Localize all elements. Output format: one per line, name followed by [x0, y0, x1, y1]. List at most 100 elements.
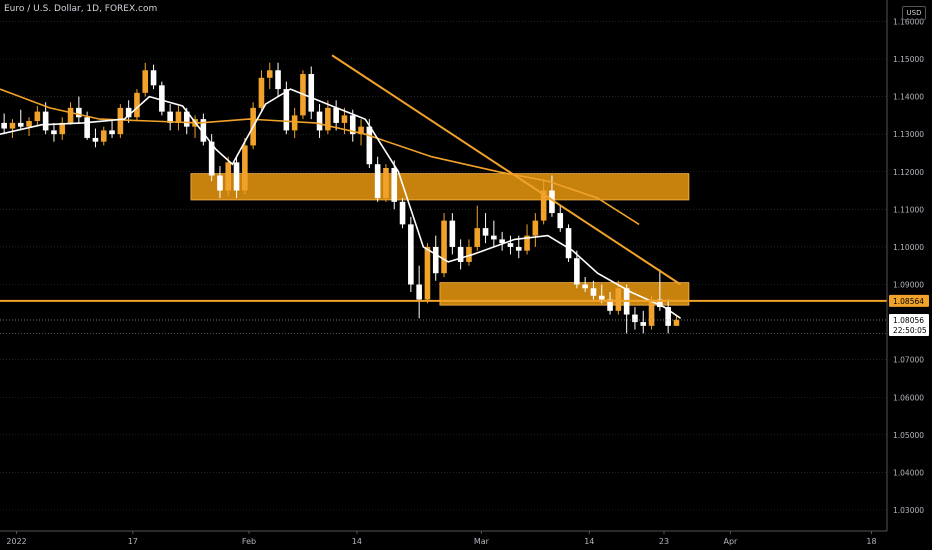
candle-body [582, 284, 588, 289]
candle-body [424, 246, 431, 300]
x-tick-label: 23 [659, 537, 669, 546]
candle-body [349, 115, 356, 135]
candle-body [167, 111, 173, 123]
candle-body [574, 258, 580, 285]
candle-body [1, 122, 7, 129]
candle-body [84, 117, 90, 138]
candle-body [358, 126, 364, 135]
candle-body [673, 319, 680, 326]
y-tick-label: 1.16000 [893, 17, 924, 26]
candle-body [598, 295, 605, 300]
candle-body [449, 220, 456, 247]
candle-body [109, 130, 115, 135]
candle-body [457, 246, 464, 262]
y-tick-label: 1.07000 [893, 356, 924, 365]
candle-body [399, 201, 406, 225]
x-tick-label: Mar [474, 537, 490, 546]
candle-body [258, 77, 265, 108]
candle-body [67, 107, 74, 123]
candle-body [150, 70, 157, 86]
x-tick-label: 2022 [6, 537, 26, 546]
candle-body [657, 299, 663, 308]
zones-group [190, 173, 690, 306]
y-tick-label: 1.09000 [893, 281, 924, 290]
candle-body [632, 314, 638, 323]
candle-body [9, 122, 16, 129]
y-tick-label: 1.11000 [893, 205, 924, 214]
horizontal-line-label-bg [889, 294, 929, 307]
candle-body [491, 235, 497, 240]
candle-body [640, 322, 647, 326]
candle-body [316, 111, 323, 131]
candle-body [100, 130, 107, 142]
currency-button[interactable]: USD [902, 6, 926, 20]
x-tick-label: 14 [584, 537, 594, 546]
candle-body [383, 167, 389, 199]
candle-body [183, 111, 190, 127]
candle-body [565, 228, 572, 259]
y-tick-label: 1.04000 [893, 468, 924, 477]
candle-body [125, 107, 132, 118]
slow-moving-average [0, 88, 640, 226]
y-tick-label: 1.05000 [893, 431, 924, 440]
candle-body [92, 137, 99, 142]
candle-body [607, 299, 613, 311]
candle-body [76, 107, 82, 118]
candle-body [549, 190, 555, 214]
descending-trendline [331, 54, 682, 286]
candle-body [432, 246, 439, 274]
candle-body [291, 115, 298, 131]
candle-body [466, 246, 472, 262]
candle-body [242, 145, 248, 191]
y-tick-label: 1.14000 [893, 93, 924, 102]
candle-body [333, 107, 339, 123]
candle-body [283, 89, 290, 131]
candle-body [17, 122, 24, 127]
candle-body [391, 167, 398, 202]
y-tick-label: 1.06000 [893, 393, 924, 402]
candle-body [175, 111, 182, 123]
y-tick-label: 1.12000 [893, 168, 924, 177]
candle-body [275, 70, 281, 90]
candle-body [266, 70, 273, 78]
candles-group [1, 62, 680, 334]
moving-averages [0, 88, 682, 319]
candle-body [217, 175, 223, 191]
symbol-title[interactable]: Euro / U.S. Dollar, 1D, FOREX.com [4, 4, 158, 14]
candle-body [42, 111, 49, 131]
candle-body [665, 307, 671, 326]
candle-body [648, 299, 655, 326]
candle-body [540, 190, 547, 221]
candle-body [482, 228, 489, 236]
horizontal-line-price-label: 1.08564 [893, 297, 924, 306]
candle-body [233, 162, 240, 191]
candle-body [524, 235, 530, 251]
x-tick-label: 17 [128, 537, 138, 546]
candle-body [208, 141, 215, 176]
candle-body [615, 288, 622, 311]
candle-body [590, 288, 597, 296]
candle-body [341, 115, 348, 123]
candle-body [532, 220, 539, 236]
candle-body [515, 246, 522, 251]
candle-body [159, 85, 165, 112]
fast-moving-average [0, 88, 682, 319]
candle-body [134, 92, 140, 118]
x-tick-label: 14 [352, 537, 362, 546]
candle-body [408, 224, 414, 285]
candle-body [374, 164, 381, 199]
candle-body [507, 243, 514, 247]
resistance-zone [190, 173, 690, 201]
candle-body [366, 126, 373, 165]
candle-body [416, 284, 422, 300]
y-tick-label: 1.10000 [893, 243, 924, 252]
candle-body [26, 121, 32, 127]
candle-body [499, 239, 505, 244]
candle-body [225, 162, 232, 191]
candle-body [51, 130, 57, 135]
candle-body [117, 107, 124, 135]
x-tick-label: Feb [242, 537, 256, 546]
